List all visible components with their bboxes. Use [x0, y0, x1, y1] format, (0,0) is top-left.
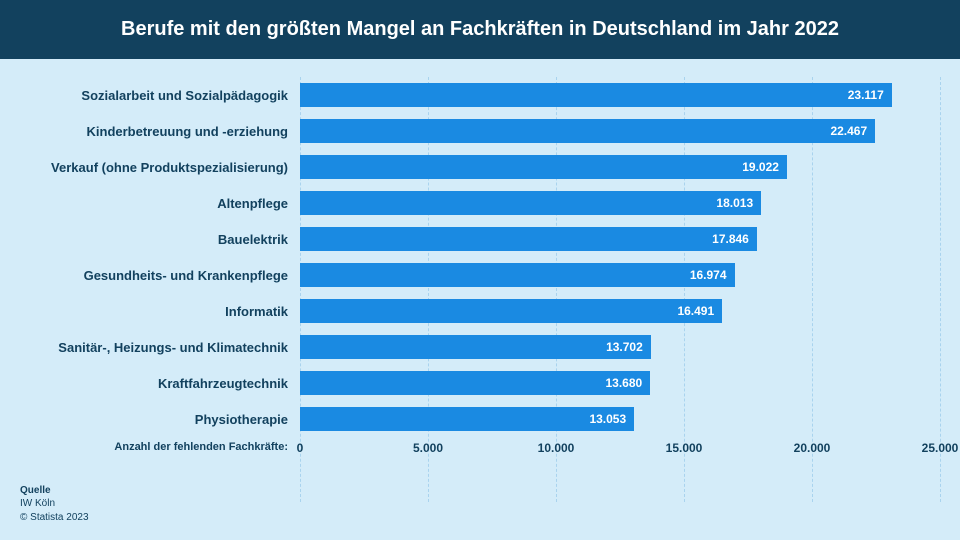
bar: 13.680	[300, 371, 650, 395]
bar: 22.467	[300, 119, 875, 143]
chart-row: Kraftfahrzeugtechnik 13.680	[20, 365, 940, 401]
chart-row: Altenpflege 18.013	[20, 185, 940, 221]
bar-track: 23.117	[300, 77, 940, 113]
category-label: Sanitär-, Heizungs- und Klimatechnik	[20, 340, 300, 355]
x-axis-ticks: 05.00010.00015.00020.00025.000	[300, 441, 940, 465]
bar-value-label: 18.013	[716, 196, 753, 210]
bar-value-label: 13.702	[606, 340, 643, 354]
chart-area: Sozialarbeit und Sozialpädagogik 23.117 Ki…	[0, 59, 960, 540]
bar-track: 17.846	[300, 221, 940, 257]
bar-value-label: 22.467	[830, 124, 867, 138]
chart-row: Verkauf (ohne Produktspezialisierung) 19.…	[20, 149, 940, 185]
copyright: © Statista 2023	[20, 511, 89, 525]
bar: 16.974	[300, 263, 735, 287]
chart-title: Berufe mit den größten Mangel an Fachkrä…	[28, 18, 932, 41]
gridline	[940, 77, 941, 502]
bar: 23.117	[300, 83, 892, 107]
category-label: Sozialarbeit und Sozialpädagogik	[20, 88, 300, 103]
chart-footer: Quelle IW Köln © Statista 2023	[20, 484, 89, 525]
x-axis-caption: Anzahl der fehlenden Fachkräfte:	[20, 441, 300, 453]
page: Berufe mit den größten Mangel an Fachkrä…	[0, 0, 960, 540]
bar: 16.491	[300, 299, 722, 323]
bar-value-label: 16.491	[677, 304, 714, 318]
bar: 18.013	[300, 191, 761, 215]
chart-header: Berufe mit den größten Mangel an Fachkrä…	[0, 0, 960, 59]
source-name: IW Köln	[20, 497, 89, 511]
bar: 19.022	[300, 155, 787, 179]
chart-row: Gesundheits- und Krankenpflege 16.974	[20, 257, 940, 293]
category-label: Bauelektrik	[20, 232, 300, 247]
category-label: Altenpflege	[20, 196, 300, 211]
x-tick-label: 20.000	[794, 441, 831, 455]
bar-value-label: 23.117	[848, 88, 884, 102]
x-tick-label: 0	[297, 441, 304, 455]
bar-track: 13.680	[300, 365, 940, 401]
chart-row: Bauelektrik 17.846	[20, 221, 940, 257]
bar-track: 13.053	[300, 401, 940, 437]
bar-value-label: 16.974	[690, 268, 727, 282]
source-label: Quelle	[20, 484, 89, 498]
category-label: Kraftfahrzeugtechnik	[20, 376, 300, 391]
bar-track: 13.702	[300, 329, 940, 365]
chart-row: Informatik 16.491	[20, 293, 940, 329]
category-label: Verkauf (ohne Produktspezialisierung)	[20, 160, 300, 175]
chart-rows: Sozialarbeit und Sozialpädagogik 23.117 Ki…	[20, 77, 940, 437]
chart-row: Sozialarbeit und Sozialpädagogik 23.117	[20, 77, 940, 113]
category-label: Informatik	[20, 304, 300, 319]
bar-value-label: 17.846	[712, 232, 749, 246]
category-label: Kinderbetreuung und -erziehung	[20, 124, 300, 139]
bar: 17.846	[300, 227, 757, 251]
bar-track: 18.013	[300, 185, 940, 221]
bar: 13.053	[300, 407, 634, 431]
x-tick-label: 25.000	[922, 441, 959, 455]
bar-track: 16.491	[300, 293, 940, 329]
x-tick-label: 5.000	[413, 441, 443, 455]
category-label: Gesundheits- und Krankenpflege	[20, 268, 300, 283]
x-tick-label: 15.000	[666, 441, 703, 455]
chart-row: Sanitär-, Heizungs- und Klimatechnik 13.7…	[20, 329, 940, 365]
bar-value-label: 13.680	[606, 376, 643, 390]
category-label: Physiotherapie	[20, 412, 300, 427]
x-axis: Anzahl der fehlenden Fachkräfte: 0 5.000 1…	[20, 441, 940, 465]
chart-row: Kinderbetreuung und -erziehung 22.467	[20, 113, 940, 149]
x-tick-label: 10.000	[538, 441, 575, 455]
bar-value-label: 13.053	[589, 412, 626, 426]
bar-track: 22.467	[300, 113, 940, 149]
bar-track: 16.974	[300, 257, 940, 293]
bar-value-label: 19.022	[742, 160, 779, 174]
bar-track: 19.022	[300, 149, 940, 185]
chart-row: Physiotherapie 13.053	[20, 401, 940, 437]
bar: 13.702	[300, 335, 651, 359]
